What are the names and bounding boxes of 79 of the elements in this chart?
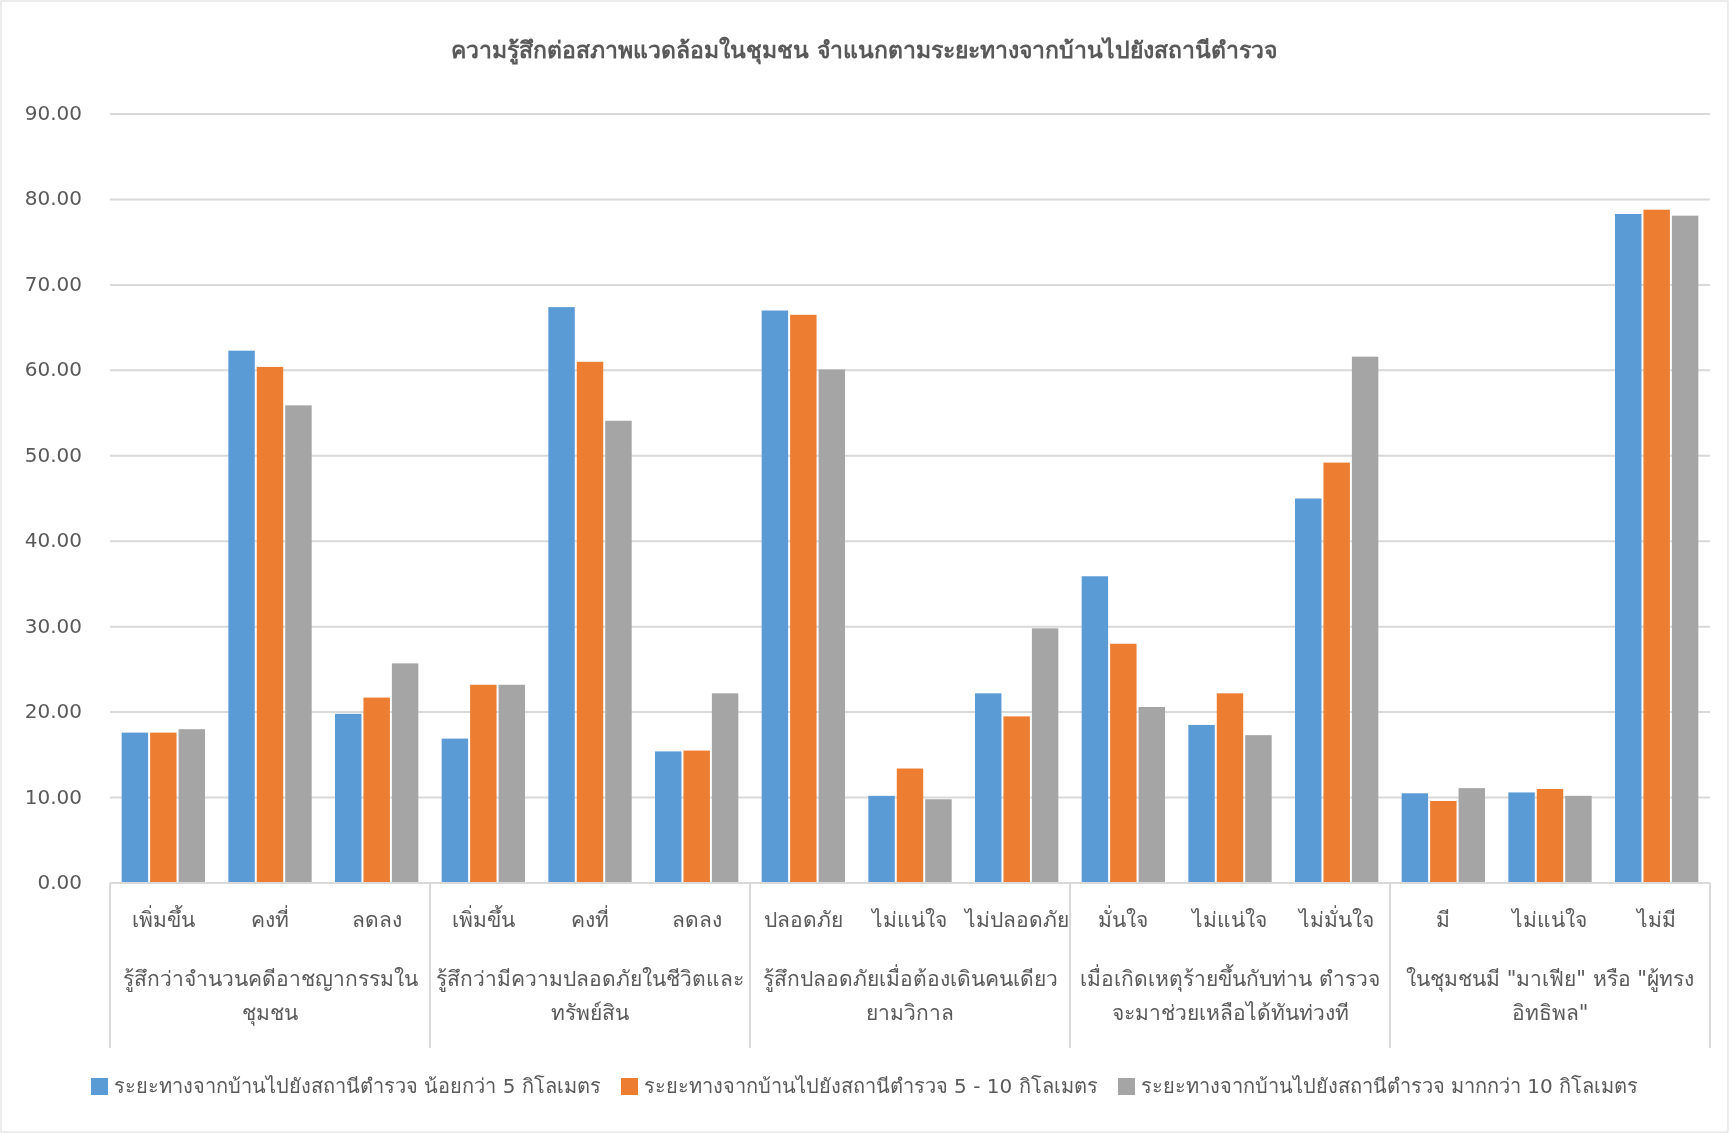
y-tick-label: 0.00 [37, 870, 82, 894]
bar [1351, 356, 1379, 883]
x-tick-label: เพิ่มขึ้น [130, 904, 196, 934]
bar [683, 750, 710, 883]
x-tick-label: ไม่มี [1635, 907, 1678, 934]
x-tick-label: มั่นใจ [1097, 904, 1150, 934]
bar [868, 795, 895, 883]
bar [975, 693, 1002, 883]
bar [711, 693, 739, 883]
bar [1643, 209, 1670, 883]
bar [655, 751, 682, 883]
bar [1536, 789, 1564, 883]
bar [1031, 628, 1059, 883]
x-tick-label: ลดลง [350, 907, 403, 934]
y-tick-label: 80.00 [24, 186, 82, 211]
y-tick-label: 70.00 [24, 271, 82, 296]
y-tick-label: 50.00 [24, 442, 82, 467]
x-tick-label: ลดลง [670, 907, 723, 934]
bar [548, 307, 575, 883]
y-tick-label: 30.00 [24, 613, 82, 638]
y-tick-label: 20.00 [24, 699, 82, 724]
legend-label: ระยะทางจากบ้านไปยังสถานีตำรวจ น้อยกว่า 5 กิโลเมตร [113, 1074, 601, 1098]
bar [761, 310, 789, 883]
x-tick-label: คงที่ [570, 904, 610, 934]
bar [576, 361, 604, 883]
bar [1458, 788, 1485, 883]
bar [1565, 795, 1592, 883]
bar [441, 738, 469, 883]
bar [818, 369, 845, 883]
legend-label: ระยะทางจากบ้านไปยังสถานีตำรวจ 5 - 10 กิโลเมตร [643, 1074, 1098, 1098]
bar [1081, 576, 1109, 883]
legend-label: ระยะทางจากบ้านไปยังสถานีตำรวจ มากกว่า 10 กิโลเมตร [1140, 1074, 1639, 1098]
text: ในชุมชนมี "มาเฟีย" หรือ "ผู้ทรงอิทธิพล" [1405, 966, 1695, 1027]
y-tick-label: 10.00 [24, 784, 82, 809]
bar [1245, 735, 1272, 883]
bar [1615, 213, 1642, 883]
bar [178, 729, 205, 883]
bar [256, 366, 284, 883]
x-tick-label: ไม่ปลอดภัย [963, 907, 1070, 934]
bar [605, 420, 632, 883]
x-tick-label: ไม่แน่ใจ [1510, 907, 1589, 934]
x-tick-label: คงที่ [250, 904, 290, 934]
bar [228, 350, 255, 883]
text: เมื่อเกิดเหตุร้ายขึ้นกับท่าน ตำรวจจะมาช่วยเหลือได้ทันท่วงที [1079, 963, 1381, 1027]
bar [1216, 693, 1244, 883]
text: รู้สึกปลอดภัยเมื่อต้องเดินคนเดียวยามวิกาล [761, 963, 1059, 1027]
bar [925, 799, 952, 883]
bar [1138, 706, 1165, 883]
bar [150, 732, 177, 883]
text: รู้สึกว่าจำนวนคดีอาชญากรรมในชุมชน [121, 966, 419, 1028]
bar [1401, 793, 1429, 883]
bar [1323, 462, 1350, 883]
bar [896, 768, 924, 883]
x-tick-label: เพิ่มขึ้น [450, 904, 516, 934]
bar [470, 684, 497, 883]
y-tick-label: 40.00 [24, 528, 82, 553]
bar [498, 684, 525, 883]
bar [1430, 800, 1457, 883]
bar [391, 663, 419, 883]
bar [1508, 792, 1535, 883]
bar [1003, 716, 1030, 883]
chart-title: ความรู้สึกต่อสภาพแวดล้อมในชุมชน จำแนกตามระยะทางจากบ้านไปยังสถานีตำรวจ [450, 35, 1279, 67]
bar [285, 405, 312, 883]
y-tick-label: 90.00 [24, 101, 82, 125]
x-tick-label: ไม่มั่นใจ [1297, 904, 1376, 934]
bar [1671, 215, 1699, 883]
x-tick-label: ไม่แน่ใจ [1190, 907, 1269, 934]
x-tick-label: ปลอดภัย [762, 907, 844, 934]
bar [1188, 724, 1215, 883]
bar [363, 697, 390, 883]
bar [335, 713, 362, 883]
bar [1110, 643, 1137, 883]
x-tick-label: ไม่แน่ใจ [870, 907, 949, 934]
x-tick-label: มี [1435, 907, 1452, 934]
bar [790, 314, 817, 883]
bar [1295, 498, 1322, 883]
bar [121, 732, 149, 883]
text: รู้สึกว่ามีความปลอดภัยในชีวิตและทรัพย์สิน [435, 966, 745, 1027]
y-tick-label: 60.00 [24, 357, 82, 382]
